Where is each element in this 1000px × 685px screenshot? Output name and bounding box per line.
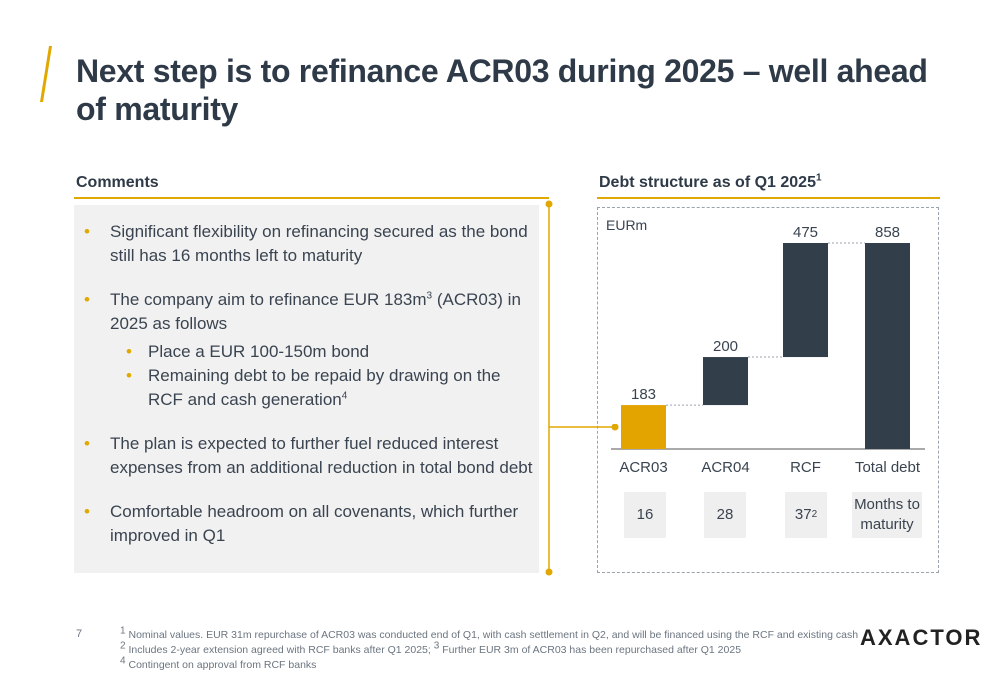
footnote-1: 1 Nominal values. EUR 31m repurchase of … — [120, 625, 859, 641]
months-to-maturity-label: Months to maturity — [852, 492, 922, 538]
page-title: Next step is to refinance ACR03 during 2… — [76, 53, 928, 127]
footnote-2: 2 Includes 2-year extension agreed with … — [120, 640, 742, 656]
comments-rule — [74, 197, 549, 199]
bar-acr04 — [703, 357, 748, 406]
list-item: • Significant flexibility on refinancing … — [84, 222, 528, 265]
category-label: Total debt — [855, 459, 921, 476]
category-label: RCF — [790, 459, 821, 476]
unit-label: EURm — [606, 217, 648, 233]
data-label: 475 — [793, 224, 818, 241]
data-label: 858 — [875, 224, 900, 241]
chart-rule — [597, 197, 940, 199]
chart-frame — [597, 207, 939, 573]
bar-acr03 — [621, 405, 666, 449]
data-label: 183 — [631, 386, 656, 403]
months-box-rcf: 37 2 — [785, 492, 827, 538]
category-label: ACR03 — [619, 459, 667, 476]
footnote-4: 4 Contingent on approval from RCF banks — [120, 655, 317, 671]
list-item: • The plan is expected to further fuel re… — [84, 434, 533, 477]
footnotes: 1 Nominal values. EUR 31m repurchase of … — [120, 625, 859, 673]
months-box-acr04: 28 — [704, 492, 746, 538]
sub-list-item: • Remaining debt to be repaid by drawing … — [126, 366, 501, 409]
bar-rcf — [783, 243, 828, 358]
data-label: 200 — [713, 338, 738, 355]
list-item: • The company aim to refinance EUR 183m3 … — [84, 288, 534, 412]
accent-slash-icon — [40, 46, 52, 102]
comments-list: • Significant flexibility on refinancing … — [84, 220, 534, 548]
comments-heading: Comments — [76, 174, 159, 191]
page-number: 7 — [76, 628, 83, 640]
company-logo: AXACTOR — [860, 625, 983, 650]
sub-list-item: • Place a EUR 100-150m bond — [126, 342, 370, 361]
comments-panel — [74, 205, 539, 573]
connector-arrow — [549, 424, 619, 431]
bar-total-debt — [865, 243, 910, 449]
category-label: ACR04 — [701, 459, 749, 476]
chart-heading: Debt structure as of Q1 20251 — [599, 172, 822, 191]
months-box-acr03: 16 — [624, 492, 666, 538]
debt-waterfall-chart: 183 ACR03 200 ACR04 475 RCF 858 Total debt — [611, 224, 925, 476]
connector-line — [545, 200, 553, 576]
list-item: • Comfortable headroom on all covenants, … — [84, 502, 519, 545]
